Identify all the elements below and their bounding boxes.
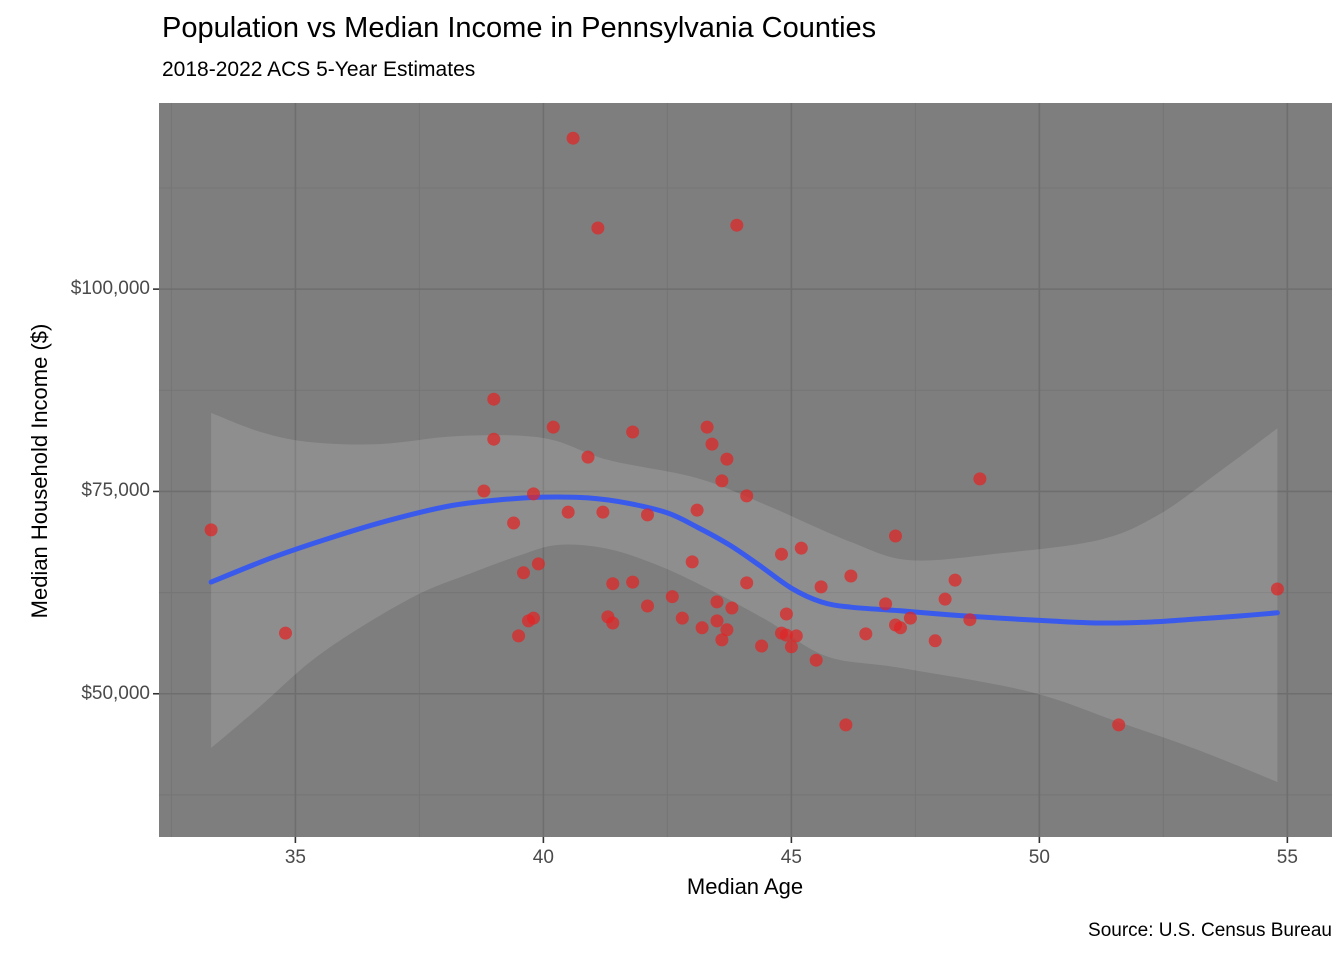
data-point	[487, 432, 501, 446]
data-point	[1270, 582, 1284, 596]
data-point	[720, 452, 734, 466]
data-point	[527, 611, 540, 625]
data-point	[973, 472, 987, 486]
data-point	[1112, 718, 1126, 732]
x-tick-label: 35	[284, 847, 306, 868]
data-point	[596, 505, 610, 519]
data-point	[730, 218, 744, 232]
data-point	[279, 626, 292, 640]
data-point	[775, 547, 788, 561]
data-point	[566, 131, 580, 145]
data-point	[690, 503, 704, 517]
data-point	[710, 595, 724, 609]
data-point	[839, 718, 853, 732]
data-point	[725, 601, 739, 615]
data-point	[591, 221, 605, 235]
data-point	[606, 616, 620, 630]
data-point	[507, 516, 521, 530]
data-point	[740, 489, 754, 503]
data-point	[517, 566, 530, 580]
data-point	[641, 599, 654, 613]
data-point	[477, 484, 491, 498]
data-point	[715, 633, 729, 647]
data-point	[809, 653, 823, 667]
data-point	[581, 450, 595, 464]
data-point	[626, 425, 640, 439]
data-point	[789, 629, 803, 643]
data-point	[606, 577, 620, 591]
chart-caption: Source: U.S. Census Bureau	[1088, 920, 1332, 941]
x-tick-label: 50	[1028, 847, 1050, 868]
data-point	[794, 541, 808, 555]
panel-background	[159, 103, 1332, 837]
data-point	[928, 634, 942, 648]
data-point	[755, 639, 769, 653]
data-point	[844, 569, 858, 583]
data-point	[779, 607, 793, 621]
data-point	[894, 621, 907, 635]
data-point	[695, 621, 709, 635]
x-tick-label: 45	[780, 847, 802, 868]
data-point	[710, 614, 724, 628]
smooth-trend-line	[208, 494, 1280, 626]
y-tick-label: $75,000	[81, 480, 150, 502]
data-point	[665, 590, 679, 604]
data-point	[948, 573, 962, 587]
data-point	[963, 613, 977, 627]
data-point	[779, 628, 793, 642]
gridlines	[159, 103, 1332, 837]
data-point	[879, 597, 893, 611]
data-point	[641, 508, 654, 522]
chart-title: Population vs Median Income in Pennsylva…	[162, 12, 877, 44]
data-point	[626, 575, 640, 589]
axis-tick-marks	[153, 288, 1289, 843]
x-axis-title: Median Age	[686, 874, 804, 899]
data-point	[889, 529, 902, 543]
confidence-band	[211, 412, 1278, 782]
data-point	[487, 392, 501, 406]
x-tick-label: 40	[532, 847, 554, 868]
data-point	[784, 640, 798, 654]
data-point	[561, 505, 575, 519]
data-point	[814, 580, 828, 594]
data-point	[715, 474, 729, 488]
y-tick-label: $50,000	[81, 682, 150, 704]
data-point	[527, 487, 540, 501]
data-point	[740, 576, 754, 590]
x-tick-label: 55	[1276, 847, 1298, 868]
data-point	[938, 592, 952, 606]
data-point	[546, 420, 560, 434]
data-point	[700, 420, 714, 434]
data-point	[859, 627, 873, 641]
data-point	[675, 611, 689, 625]
data-point	[512, 629, 526, 643]
data-point	[204, 523, 218, 537]
data-point	[720, 623, 734, 637]
data-point	[685, 555, 699, 569]
y-axis-title: Median Household Income ($)	[27, 323, 52, 619]
y-tick-label: $100,000	[70, 278, 150, 300]
chart-subtitle: 2018-2022 ACS 5-Year Estimates	[162, 58, 476, 81]
scatter-points	[204, 131, 1284, 732]
data-point	[903, 611, 917, 625]
data-point	[705, 437, 719, 451]
data-point	[531, 557, 545, 571]
